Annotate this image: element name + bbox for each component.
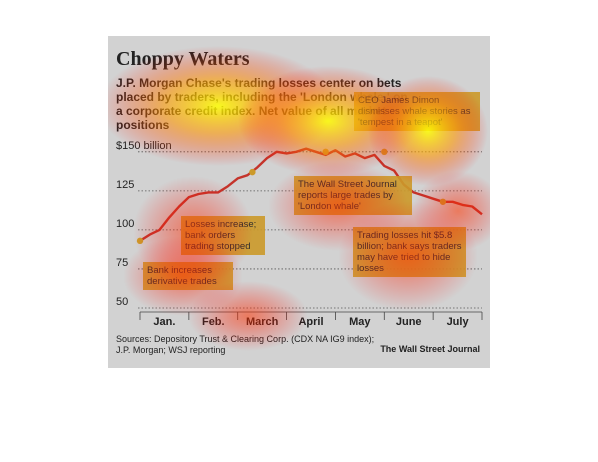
x-tick-label: May <box>349 316 371 328</box>
annotation-wsj-reports: The Wall Street Journal reports large tr… <box>294 176 412 215</box>
y-tick-label: $150 billion <box>116 140 172 152</box>
x-tick-label: June <box>396 316 422 328</box>
annotation-point <box>381 148 388 156</box>
y-tick-label: 50 <box>116 296 128 308</box>
annotation-bank-increases: Bank increases derivative trades <box>143 262 233 290</box>
publisher-credit: The Wall Street Journal <box>380 344 480 354</box>
chart-panel: $150 billion 125 100 75 50 Jan. Feb. March Apri… <box>108 36 490 368</box>
y-tick-label: 75 <box>116 257 128 269</box>
annotation-point <box>249 168 256 176</box>
x-axis-ticks: Jan. Feb. March April May June July <box>139 311 483 328</box>
x-tick-label: Jan. <box>153 316 175 328</box>
y-tick-label: 125 <box>116 179 134 191</box>
chart-title: Choppy Waters <box>116 48 250 70</box>
annotation-point <box>322 148 329 156</box>
y-tick-label: 100 <box>116 218 134 230</box>
x-tick-label: April <box>298 316 323 328</box>
annotation-losses-increase: Losses increase; bank orders trading sto… <box>181 216 265 255</box>
annotation-point <box>439 198 447 205</box>
x-tick-label: Feb. <box>202 316 225 328</box>
x-tick-label: July <box>447 316 470 328</box>
x-tick-label: March <box>246 316 279 328</box>
annotation-dimon-dismisses: CEO James Dimon dismisses whale stories … <box>354 92 480 131</box>
annotation-trading-losses: Trading losses hit $5.8 billion; bank sa… <box>353 227 466 277</box>
sources-note: Sources: Depository Trust & Clearing Cor… <box>116 334 375 355</box>
annotation-point <box>136 237 144 245</box>
